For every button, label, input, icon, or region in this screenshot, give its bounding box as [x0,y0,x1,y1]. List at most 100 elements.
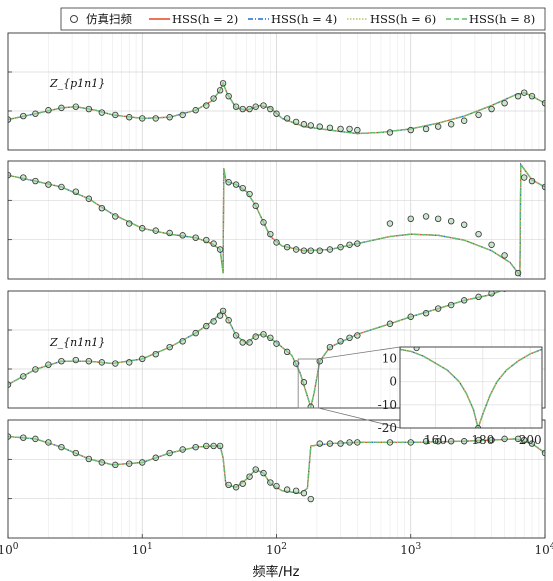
panel-frame [7,290,546,409]
sweep-marker [225,92,232,100]
sweep-marker [32,435,39,443]
x-tick-label: 101 [132,542,153,557]
sweep-marker [354,126,361,134]
sweep-marker [45,361,52,368]
sweep-marker [273,482,280,490]
sweep-marker [45,439,52,446]
sweep-marker [166,343,173,351]
zoom-connector-line [318,346,401,360]
sweep-marker [521,89,528,96]
inset-y-tick-label: 10 [382,352,397,366]
panel-p2 [7,160,546,280]
legend-label-h4: HSS(h = 4) [271,12,337,26]
inset-y-tick-label: -10 [378,398,397,412]
sweep-marker [8,381,12,388]
series-line-h6 [8,162,545,278]
legend-label-h6: HSS(h = 6) [370,12,436,26]
sweep-marker [422,213,430,220]
sweep-marker [346,241,353,248]
sweep-marker [407,126,414,134]
sweep-marker [475,436,482,444]
sweep-marker [139,355,146,363]
sweep-marker [252,466,259,473]
sweep-marker [20,434,27,441]
sweep-marker [354,240,361,247]
legend-entry-sweep: 仿真扫频 [70,12,132,26]
sweep-marker [152,454,159,461]
sweep-marker [203,236,210,244]
sweep-marker [337,440,344,447]
sweep-marker [216,87,224,94]
sweep-marker [337,125,344,133]
sweep-marker [85,455,93,463]
sweep-marker [98,109,106,116]
inset-y-tick-label: 0 [389,375,397,389]
sweep-marker [126,460,133,467]
sweep-marker [422,438,430,445]
sweep-marker [72,103,80,110]
sweep-marker [8,116,12,123]
sweep-marker [488,105,495,113]
sweep-marker [346,439,353,446]
panel-label-zn1n1: Z_{n1n1} [49,336,105,349]
sweep-marker [346,125,353,133]
inset-x-tick-label: 180 [471,433,494,447]
sweep-marker [501,435,508,443]
sweep-marker [283,348,291,356]
sweep-marker [521,436,528,444]
legend-entry-h2: HSS(h = 2) [149,12,238,26]
sweep-marker [216,442,224,450]
sweep-marker [239,184,246,192]
sweep-marker [541,100,545,107]
sweep-marker [542,282,548,288]
sweep-marker [434,305,442,312]
sweep-marker [232,103,240,110]
sweep-marker [20,112,27,120]
sweep-marker [307,495,314,503]
sweep-marker [460,221,468,228]
sweep-marker [475,293,482,301]
sweep-marker [267,479,274,486]
legend-label-sweep: 仿真扫频 [86,12,132,26]
sweep-marker [422,310,430,317]
sweep-marker [460,117,468,124]
inset-layer: 10 0 -10 -20 160 180 200 [297,346,543,447]
sweep-marker [541,449,545,457]
sweep-marker [260,331,267,338]
sweep-marker [337,243,344,251]
sweep-marker [225,481,232,489]
sweep-marker [210,318,217,325]
sweep-marker [239,339,246,346]
panel-plot-area [8,80,545,136]
sweep-marker [203,322,210,330]
sweep-marker [166,114,173,121]
sweep-marker [528,440,536,447]
sweep-marker [126,359,133,366]
sweep-marker [232,332,240,339]
sweep-marker [45,107,52,114]
sweep-marker [85,105,93,113]
sweep-marker [192,329,199,337]
sweep-marker [300,121,308,128]
sweep-marker [179,111,186,119]
legend-label-h2: HSS(h = 2) [172,12,238,26]
panel-p1 [7,32,546,151]
sweep-marker [316,123,323,130]
sweep-marker [354,439,361,446]
sweep-marker [219,80,227,87]
inset-plot: 10 0 -10 -20 160 180 200 [378,346,543,447]
sweep-marker [521,279,527,285]
sweep-marker [300,489,308,497]
sweep-marker [232,484,240,491]
sweep-marker [152,115,159,122]
sweep-marker [166,449,173,457]
sweep-marker [112,111,119,119]
sweep-marker [528,177,536,185]
sweep-marker [45,181,52,188]
sweep-marker [210,240,217,247]
inset-sweep-marker [413,347,420,352]
sweep-marker [514,435,522,443]
legend-entry-h8: HSS(h = 8) [446,12,535,26]
sweep-marker [447,438,455,445]
sweep-marker [407,215,414,223]
